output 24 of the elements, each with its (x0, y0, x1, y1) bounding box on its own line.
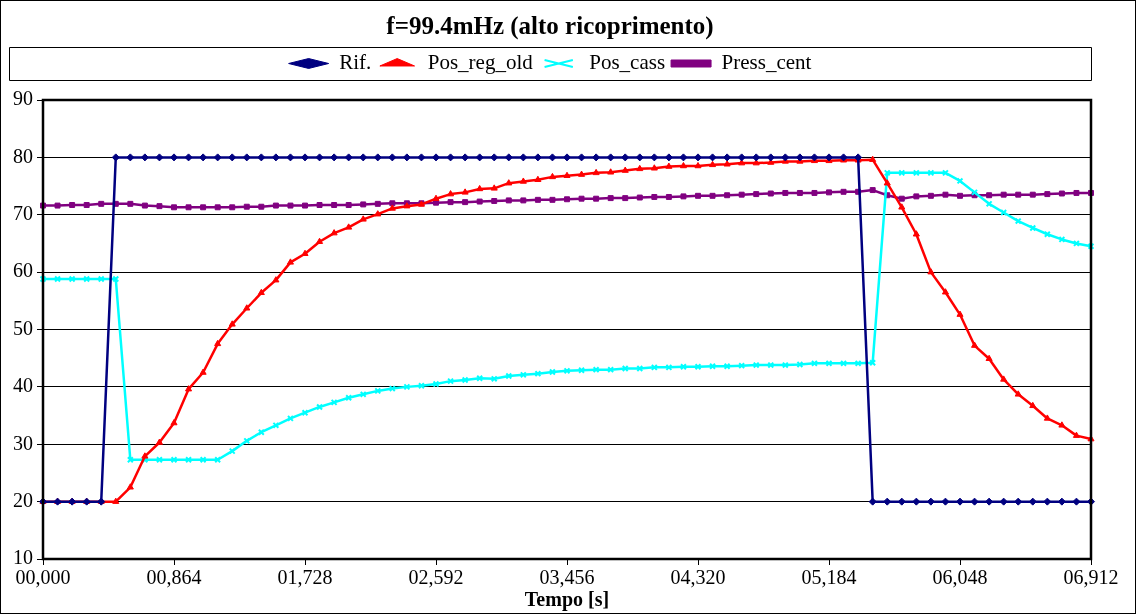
x-tick-label: 01,728 (277, 566, 333, 589)
x-tick-label: 04,320 (670, 566, 726, 589)
x-tick-label: 02,592 (408, 566, 464, 589)
legend-label: Press_cent (721, 50, 812, 75)
y-tick-label: 10 (13, 546, 33, 569)
y-tick-label: 20 (13, 488, 33, 511)
legend-label: Pos_reg_old (427, 50, 534, 75)
x-tick-label: 00,000 (15, 566, 71, 589)
x-tick-label: 03,456 (539, 566, 595, 589)
x-axis-title: Tempo [s] (524, 588, 610, 612)
y-tick-label: 40 (13, 374, 33, 397)
y-tick-label: 30 (13, 431, 33, 454)
y-tick-label: 60 (13, 259, 33, 282)
legend-label: Pos_cass (589, 50, 666, 75)
x-tick-label: 05,184 (801, 566, 857, 589)
x-tick-label: 00,864 (146, 566, 202, 589)
x-tick-label: 06,048 (932, 566, 988, 589)
x-tick-label: 06,912 (1063, 566, 1119, 589)
y-tick-label: 80 (13, 144, 33, 167)
y-tick-label: 50 (13, 316, 33, 339)
legend-label: Rif. (339, 50, 372, 75)
chart-title: f=99.4mHz (alto ricoprimento) (386, 12, 714, 41)
y-tick-label: 70 (13, 202, 33, 224)
y-tick-label: 90 (13, 87, 33, 110)
